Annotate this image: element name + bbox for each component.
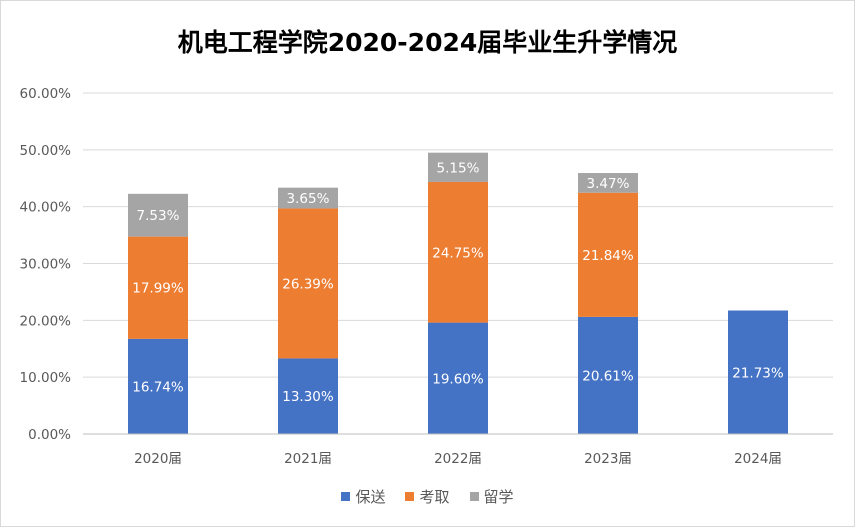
data-label: 13.30% <box>282 389 334 405</box>
bar-segment <box>278 358 338 434</box>
bar-segment <box>428 181 488 323</box>
data-label: 26.39% <box>282 276 334 292</box>
y-tick-label: 10.00% <box>20 370 72 386</box>
bar-segment <box>578 192 638 317</box>
bar-segment <box>728 310 788 434</box>
x-tick-label: 2021届 <box>284 451 332 467</box>
bar-segment <box>428 152 488 182</box>
data-label: 21.84% <box>582 248 634 264</box>
legend-item-liuxue: 留学 <box>469 486 514 507</box>
chart-title: 机电工程学院2020-2024届毕业生升学情况 <box>177 28 678 57</box>
data-label: 3.47% <box>587 176 630 192</box>
y-tick-label: 0.00% <box>28 427 71 443</box>
data-label: 24.75% <box>432 245 484 261</box>
y-tick-label: 60.00% <box>20 86 72 102</box>
legend-swatch <box>341 492 351 501</box>
data-label: 19.60% <box>432 371 484 387</box>
legend-swatch <box>405 492 415 501</box>
data-label: 16.74% <box>132 379 184 395</box>
chart-legend: 保送 考取 留学 <box>1 486 854 507</box>
bar-segment <box>578 173 638 193</box>
legend-label: 保送 <box>355 488 386 506</box>
legend-item-baosong: 保送 <box>341 486 385 507</box>
data-label: 17.99% <box>132 281 184 297</box>
legend-label: 考取 <box>419 488 450 506</box>
legend-item-kaoqu: 考取 <box>405 486 450 507</box>
bar-segment <box>578 316 638 434</box>
data-label: 7.53% <box>137 208 180 224</box>
legend-label: 留学 <box>483 488 514 506</box>
chart-plot: 0.00% 10.00% 20.00% 30.00% 40.00% 50.00% 60.00… <box>20 86 833 467</box>
bar-segment <box>428 322 488 434</box>
y-tick-label: 40.00% <box>20 200 72 216</box>
data-label: 20.61% <box>582 368 634 384</box>
legend-swatch <box>469 492 479 501</box>
x-tick-label: 2024届 <box>734 451 782 467</box>
data-label: 3.65% <box>287 191 330 207</box>
bar-segment <box>278 187 338 209</box>
bar-segment <box>128 236 188 339</box>
bar-segment <box>128 338 188 434</box>
data-label: 21.73% <box>732 365 784 381</box>
y-tick-label: 50.00% <box>20 143 72 159</box>
y-tick-label: 20.00% <box>20 313 72 329</box>
data-label: 5.15% <box>437 160 480 176</box>
x-tick-label: 2022届 <box>434 451 482 467</box>
bar-segment <box>128 193 188 237</box>
y-tick-label: 30.00% <box>20 257 72 273</box>
bar-segment <box>278 208 338 359</box>
x-tick-label: 2023届 <box>584 451 632 467</box>
x-tick-label: 2020届 <box>134 451 182 467</box>
